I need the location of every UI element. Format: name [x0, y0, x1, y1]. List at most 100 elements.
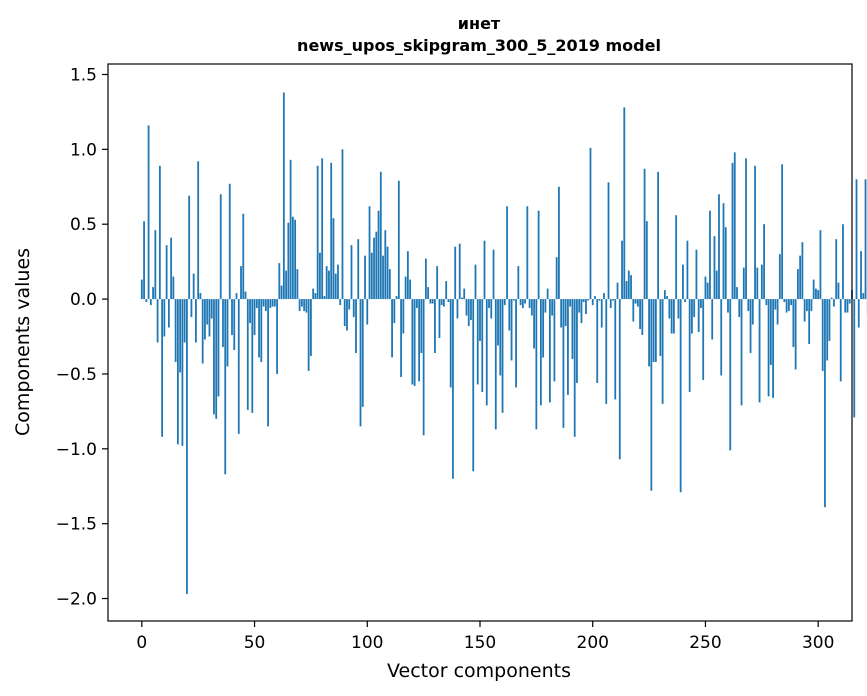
- bar: [724, 227, 727, 300]
- bar: [226, 299, 229, 367]
- bar: [307, 299, 310, 371]
- bar: [361, 299, 364, 407]
- bar: [794, 299, 797, 370]
- bar: [824, 299, 826, 508]
- bar: [616, 282, 619, 300]
- bar: [672, 299, 675, 334]
- bar: [413, 299, 416, 386]
- bar: [576, 299, 578, 383]
- bar: [305, 299, 308, 313]
- bar: [842, 224, 844, 300]
- bar: [508, 299, 511, 331]
- bar: [197, 161, 200, 300]
- bar: [648, 299, 650, 367]
- x-tick-label: 200: [577, 633, 609, 653]
- bar: [334, 273, 337, 300]
- bar: [524, 299, 526, 304]
- bar: [240, 266, 242, 300]
- bars-group: [140, 92, 867, 595]
- bar: [772, 299, 774, 398]
- bar: [688, 299, 691, 392]
- bar: [830, 297, 833, 300]
- bar: [501, 299, 504, 413]
- bar: [251, 299, 254, 413]
- bar: [379, 171, 382, 300]
- bar: [370, 252, 373, 300]
- bar: [438, 299, 441, 339]
- bar: [589, 147, 592, 300]
- bar: [535, 299, 538, 430]
- bar: [231, 299, 233, 336]
- bar: [310, 299, 312, 356]
- bar: [258, 299, 260, 358]
- bar: [537, 210, 540, 300]
- bar: [452, 299, 454, 479]
- bar: [348, 299, 351, 310]
- bar: [456, 299, 459, 319]
- bar: [718, 194, 720, 300]
- bar: [210, 299, 213, 319]
- bar: [558, 186, 560, 300]
- bar: [828, 299, 831, 341]
- y-tick-label: 1.5: [70, 65, 97, 85]
- bar: [700, 299, 702, 309]
- bar: [785, 299, 788, 313]
- bar: [544, 299, 547, 313]
- bar: [201, 299, 204, 364]
- bar: [449, 299, 452, 388]
- bar: [264, 299, 267, 312]
- bar: [174, 299, 177, 362]
- y-tick-label: 0.5: [70, 215, 97, 235]
- bar: [384, 230, 387, 300]
- bar: [704, 276, 707, 300]
- bar: [355, 299, 357, 353]
- bar: [364, 255, 366, 300]
- bar: [600, 299, 603, 328]
- bar: [781, 164, 784, 300]
- bar: [454, 246, 457, 300]
- bar: [314, 293, 317, 300]
- bar: [515, 299, 517, 388]
- bar: [411, 299, 414, 385]
- bar: [357, 239, 360, 300]
- bar: [686, 240, 689, 300]
- bar: [677, 299, 680, 319]
- bar: [668, 299, 671, 319]
- bar: [339, 299, 342, 306]
- bar: [443, 299, 445, 307]
- bar: [350, 245, 353, 300]
- bar: [208, 299, 211, 337]
- bar: [727, 299, 729, 313]
- bar: [787, 299, 790, 312]
- bar: [848, 299, 851, 304]
- bar: [391, 299, 393, 358]
- bar: [819, 230, 822, 300]
- bar: [217, 299, 220, 397]
- bar: [691, 299, 693, 334]
- bar: [465, 299, 468, 316]
- bar: [846, 299, 849, 313]
- bar: [352, 299, 355, 318]
- bar: [632, 299, 635, 322]
- bar: [675, 215, 678, 300]
- bar: [397, 180, 400, 300]
- bar: [431, 299, 434, 304]
- bar: [731, 162, 734, 300]
- bar: [855, 179, 858, 300]
- bar: [278, 263, 281, 300]
- x-tick-label: 100: [351, 633, 383, 653]
- bar: [497, 299, 499, 346]
- bar: [582, 299, 585, 303]
- bar: [321, 158, 324, 300]
- bar: [769, 299, 772, 365]
- bar: [607, 182, 610, 300]
- bar: [427, 287, 430, 300]
- bar: [657, 171, 660, 300]
- bar: [740, 299, 743, 406]
- bar: [285, 270, 288, 300]
- bar: [319, 252, 321, 300]
- bar: [774, 299, 777, 310]
- bar: [152, 287, 154, 300]
- bar: [776, 299, 779, 325]
- bar: [763, 224, 765, 300]
